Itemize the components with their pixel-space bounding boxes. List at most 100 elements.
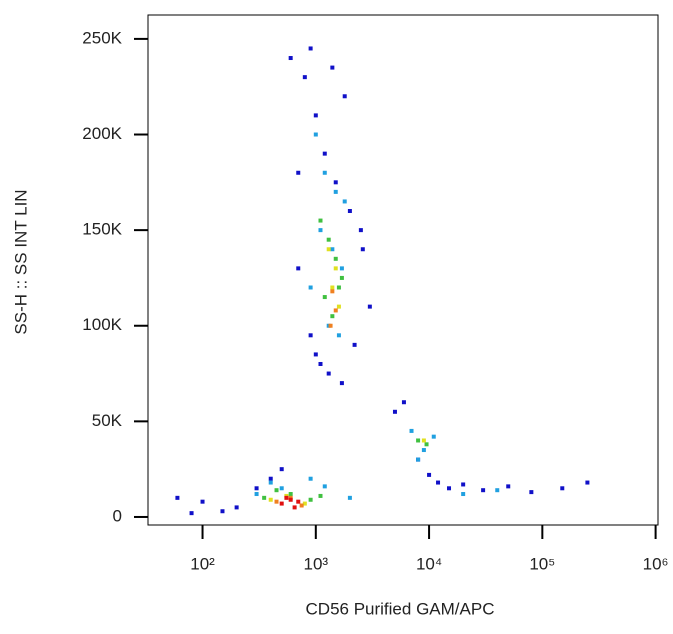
data-point [421, 438, 426, 443]
data-point [318, 218, 323, 223]
data-point [254, 486, 259, 491]
data-point [326, 371, 331, 376]
data-point [200, 499, 205, 504]
data-point [296, 170, 301, 175]
data-point [424, 442, 429, 447]
data-point [318, 361, 323, 366]
x-axis-title: CD56 Purified GAM/APC [306, 599, 495, 618]
data-point [284, 495, 289, 500]
data-point [313, 352, 318, 357]
data-point [268, 480, 273, 485]
x-tick-label: 10⁶ [643, 554, 669, 573]
data-point [322, 484, 327, 489]
data-point [333, 180, 338, 185]
data-point [409, 428, 414, 433]
data-point [529, 490, 534, 495]
data-point [447, 486, 452, 491]
data-point [333, 266, 338, 271]
data-point [279, 467, 284, 472]
data-point [234, 505, 239, 510]
data-point [288, 497, 293, 502]
data-point [421, 448, 426, 453]
data-point [342, 199, 347, 204]
plot-frame [147, 14, 659, 526]
data-point [560, 486, 565, 491]
data-point [254, 492, 259, 497]
x-tick-label: 10² [190, 554, 215, 573]
data-point [336, 304, 341, 309]
data-point [328, 323, 333, 328]
data-point [333, 256, 338, 261]
data-point [358, 228, 363, 233]
data-point [339, 266, 344, 271]
y-axis-title: SS-H :: SS INT LIN [11, 189, 30, 334]
data-point [299, 503, 304, 508]
data-point [288, 56, 293, 61]
y-tick-label: 150K [82, 220, 122, 239]
x-tick-label: 10⁴ [416, 554, 442, 573]
data-point [431, 434, 436, 439]
data-point [302, 75, 307, 80]
data-point [302, 501, 307, 506]
data-point [339, 275, 344, 280]
data-point [330, 285, 335, 290]
data-point [322, 170, 327, 175]
data-point [220, 509, 225, 514]
data-point [401, 400, 406, 405]
data-point [274, 488, 279, 493]
data-point [330, 289, 335, 294]
data-point [274, 499, 279, 504]
data-point [268, 476, 273, 481]
y-tick-label: 200K [82, 124, 122, 143]
data-point [308, 46, 313, 51]
data-point [318, 493, 323, 498]
data-point [427, 472, 432, 477]
data-point [416, 438, 421, 443]
data-point [313, 113, 318, 118]
data-point [347, 209, 352, 214]
data-point [189, 511, 194, 516]
data-point [336, 333, 341, 338]
data-point [339, 381, 344, 386]
data-point [330, 247, 335, 252]
data-point [333, 308, 338, 313]
data-point [416, 457, 421, 462]
data-point [318, 228, 323, 233]
data-point [461, 492, 466, 497]
data-point [333, 189, 338, 194]
y-tick-label: 250K [82, 28, 122, 47]
data-point [262, 495, 267, 500]
data-point [296, 266, 301, 271]
data-point [313, 132, 318, 137]
data-point [330, 314, 335, 319]
data-point [308, 333, 313, 338]
data-point [392, 409, 397, 414]
data-point [367, 304, 372, 309]
data-point [360, 247, 365, 252]
data-point [436, 480, 441, 485]
data-point [506, 484, 511, 489]
data-point [308, 476, 313, 481]
data-point [322, 151, 327, 156]
data-point [308, 497, 313, 502]
data-point [461, 482, 466, 487]
y-tick-label: 50K [92, 411, 123, 430]
data-point [288, 492, 293, 497]
data-point [175, 495, 180, 500]
data-point [336, 285, 341, 290]
data-point [322, 295, 327, 300]
data-point [279, 486, 284, 491]
data-point [268, 497, 273, 502]
data-point [326, 247, 331, 252]
y-tick-label: 0 [113, 506, 122, 525]
data-point [308, 285, 313, 290]
data-point [342, 94, 347, 99]
data-point [292, 505, 297, 510]
data-point [347, 495, 352, 500]
x-tick-label: 10³ [304, 554, 329, 573]
x-tick-label: 10⁵ [529, 554, 555, 573]
data-point [326, 237, 331, 242]
data-point [495, 488, 500, 493]
data-point [279, 501, 284, 506]
